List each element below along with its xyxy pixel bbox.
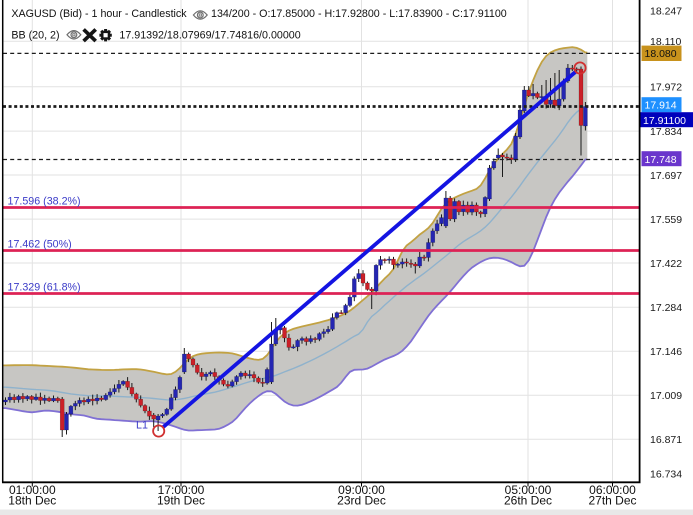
svg-text:17.329 (61.8%): 17.329 (61.8%) [8,282,81,294]
svg-text:18.110: 18.110 [650,36,681,48]
svg-text:18th Dec: 18th Dec [8,494,56,508]
svg-text:19th Dec: 19th Dec [157,494,205,508]
svg-text:18.247: 18.247 [650,5,682,17]
svg-text:BB (20, 2): BB (20, 2) [11,29,59,41]
svg-text:17:00:00: 17:00:00 [158,483,205,497]
svg-text:17.834: 17.834 [650,126,682,138]
svg-text:17.748: 17.748 [645,154,677,166]
svg-text:17.462 (50%): 17.462 (50%) [8,239,72,251]
svg-text:16.734: 16.734 [650,468,682,480]
svg-text:01:00:00: 01:00:00 [9,483,56,497]
svg-text:17.596 (38.2%): 17.596 (38.2%) [8,196,81,208]
svg-text:134/200 - O:17.85000 - H:17.92: 134/200 - O:17.85000 - H:17.92800 - L:17… [211,8,507,20]
svg-text:17.972: 17.972 [650,82,682,94]
svg-text:23rd Dec: 23rd Dec [337,494,386,508]
svg-text:L1: L1 [136,420,148,432]
svg-text:17.697: 17.697 [650,170,682,182]
svg-text:06:00:00: 06:00:00 [589,483,636,497]
svg-text:17.91100: 17.91100 [643,115,686,127]
svg-text:09:00:00: 09:00:00 [338,483,385,497]
svg-text:17.009: 17.009 [650,390,682,402]
svg-text:17.91392/18.07969/17.74816/0.0: 17.91392/18.07969/17.74816/0.00000 [119,29,300,41]
svg-text:18.080: 18.080 [645,48,677,60]
svg-text:17.146: 17.146 [650,346,682,358]
svg-text:17.914: 17.914 [645,100,677,112]
svg-text:XAGUSD (Bid) - 1 hour - Candle: XAGUSD (Bid) - 1 hour - Candlestick [11,8,187,20]
svg-text:05:00:00: 05:00:00 [505,483,552,497]
svg-text:26th Dec: 26th Dec [504,494,552,508]
svg-text:27th Dec: 27th Dec [588,494,636,508]
svg-text:16.871: 16.871 [650,434,682,446]
svg-text:17.559: 17.559 [650,214,682,226]
svg-text:17.284: 17.284 [650,302,682,314]
svg-text:17.422: 17.422 [650,258,682,270]
